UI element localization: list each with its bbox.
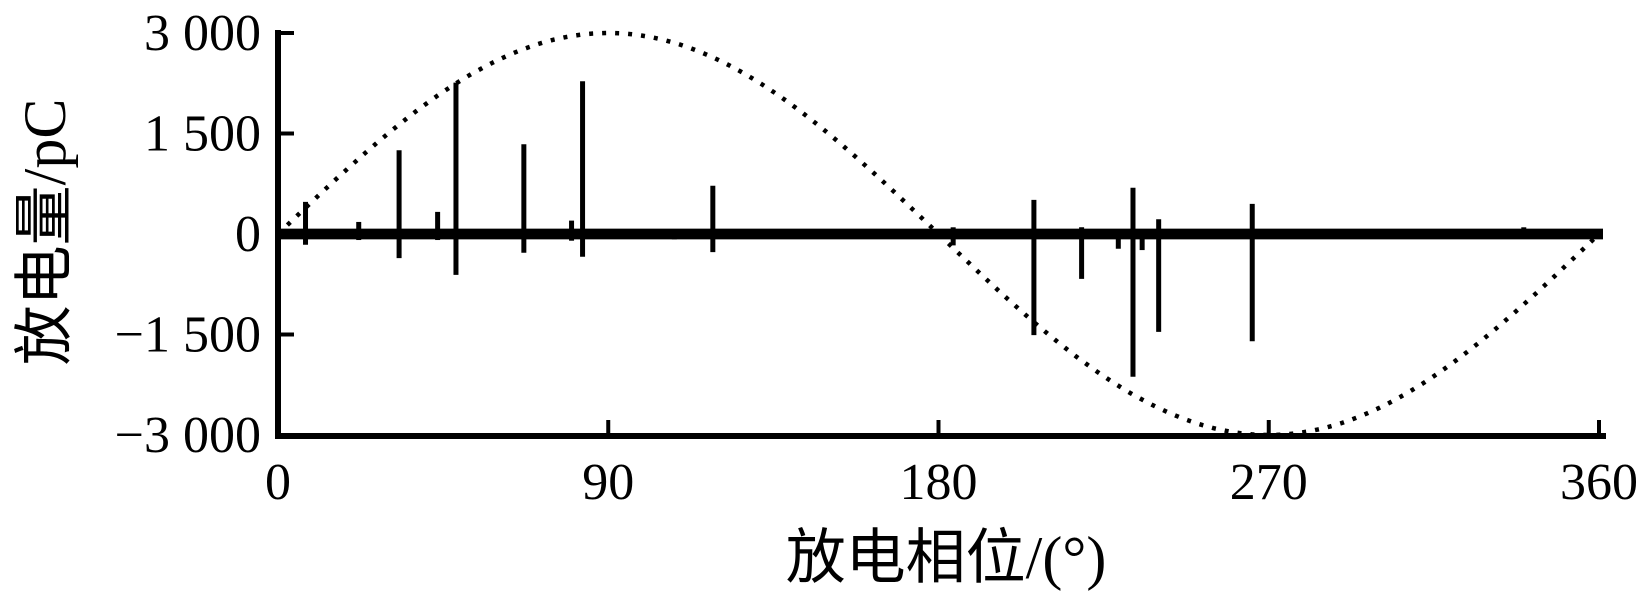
- x-tick-label: 90: [582, 454, 634, 511]
- x-tick-label: 180: [900, 454, 978, 511]
- x-tick-label: 360: [1560, 454, 1638, 511]
- y-tick-label: 1 500: [144, 106, 261, 163]
- y-tick-label: 3 000: [144, 5, 261, 62]
- reference-sine-curve: [276, 30, 1601, 438]
- x-tick-label: 0: [265, 454, 291, 511]
- y-tick-label: 0: [235, 206, 261, 263]
- x-tick-label: 270: [1230, 454, 1308, 511]
- zero-discharge-band: [278, 228, 1603, 240]
- y-tick-label: −3 000: [115, 407, 261, 464]
- y-tick-label: −1 500: [115, 307, 261, 364]
- y-axis-title: 放电量/pC: [12, 98, 78, 366]
- x-axis-title: 放电相位/(°): [785, 525, 1107, 591]
